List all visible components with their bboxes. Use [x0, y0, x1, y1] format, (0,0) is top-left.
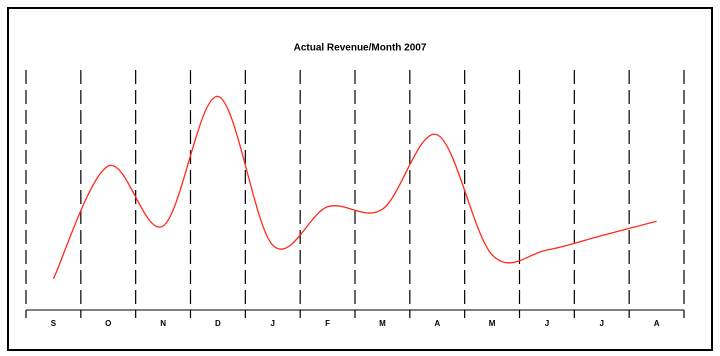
x-tick-label: S: [51, 319, 57, 328]
frame: [7, 7, 713, 351]
x-tick-label: O: [105, 319, 111, 328]
x-tick-label: D: [215, 319, 221, 328]
x-tick-label: F: [325, 319, 330, 328]
x-tick-label: J: [271, 319, 275, 328]
x-tick-label: A: [654, 319, 660, 328]
x-tick-label: M: [489, 319, 496, 328]
x-tick-label: A: [434, 319, 440, 328]
x-tick-label: J: [600, 319, 604, 328]
x-tick-label: J: [545, 319, 549, 328]
chart-title: Actual Revenue/Month 2007: [294, 43, 427, 54]
x-tick-label: M: [379, 319, 386, 328]
x-tick-label: N: [160, 319, 166, 328]
line-series: [52, 95, 657, 280]
